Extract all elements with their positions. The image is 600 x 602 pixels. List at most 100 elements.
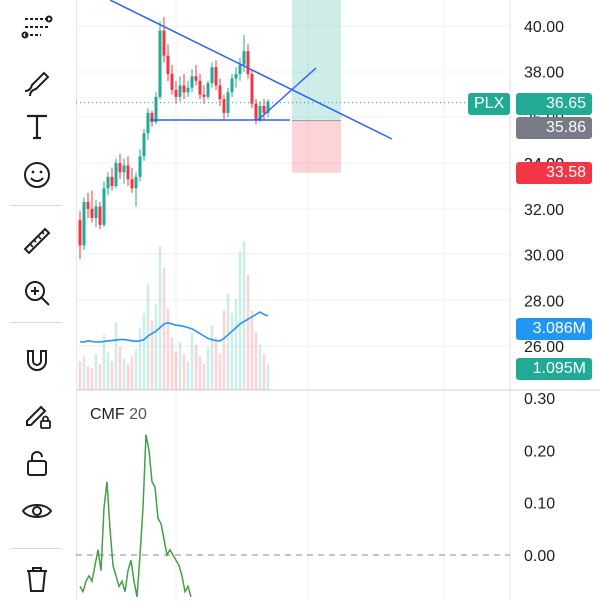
magnet-tool[interactable] <box>14 338 60 384</box>
candle-body <box>174 89 178 97</box>
drawings-layer[interactable] <box>292 0 341 173</box>
volume-bar <box>82 356 86 390</box>
volume-bar <box>86 366 90 390</box>
volume-bar <box>102 334 106 390</box>
magnet-icon <box>27 350 47 371</box>
volume-bar <box>186 361 190 390</box>
volume-bar <box>182 354 186 390</box>
volume-bar <box>78 361 82 390</box>
volume-bar <box>150 320 154 390</box>
descending-trendline <box>109 0 393 140</box>
eye-tool[interactable] <box>14 488 60 534</box>
toolbar-separator <box>10 205 62 206</box>
volume-bar <box>98 363 102 390</box>
volume-bar <box>234 298 238 390</box>
candle-body <box>142 133 146 157</box>
candle-body <box>122 165 126 173</box>
candle-body <box>182 85 186 93</box>
volume-bar <box>202 363 206 390</box>
price-tick-label: 28.00 <box>524 293 564 310</box>
candle-body <box>202 94 206 97</box>
candle-body <box>258 105 262 120</box>
candle-body <box>234 73 238 79</box>
candle-body <box>210 67 214 84</box>
zoom-in-tool[interactable] <box>14 270 60 316</box>
candle-body <box>86 201 90 209</box>
volume-bar <box>226 294 230 390</box>
volume-ma-line <box>80 311 269 343</box>
candle-body <box>78 220 82 246</box>
volume-bar <box>206 346 210 390</box>
candle-body <box>110 176 114 186</box>
candle-body <box>262 105 266 113</box>
cmf-legend[interactable]: CMF 20 <box>90 406 147 424</box>
volume-bar <box>142 313 146 390</box>
candle-body <box>102 188 106 225</box>
volume-bar <box>166 308 170 390</box>
unlock-tool[interactable] <box>14 440 60 486</box>
entry-price-label: 35.86 <box>516 117 592 139</box>
cmf-length: 20 <box>129 406 147 423</box>
emoji-tool[interactable] <box>14 152 60 198</box>
ruler-tool[interactable] <box>14 218 60 264</box>
volume-bar <box>154 303 158 390</box>
candle-body <box>254 103 258 120</box>
candle-body <box>166 55 170 74</box>
volume-bar <box>178 342 182 390</box>
volume-bar <box>126 363 130 390</box>
volume-bar <box>230 313 234 390</box>
zoom-in-icon <box>25 281 50 306</box>
volume-bar <box>198 356 202 390</box>
candle-body <box>170 73 174 90</box>
candle-body <box>238 64 242 74</box>
volume-bar <box>238 250 242 390</box>
candle-body <box>94 206 98 218</box>
emoji-icon <box>24 162 50 188</box>
volume-bar <box>242 241 246 390</box>
lock-drawings-icon <box>26 405 51 429</box>
volume-bar <box>194 344 198 390</box>
volume-bar <box>250 310 254 390</box>
price-tick-label: 40.00 <box>524 19 564 36</box>
candle-body <box>106 176 110 189</box>
trend-lines[interactable] <box>76 0 510 140</box>
price-axis[interactable]: 40.0038.0036.0034.0032.0030.0028.0026.00… <box>524 19 564 565</box>
candle-body <box>118 163 122 173</box>
lock-drawings-tool[interactable] <box>14 392 60 438</box>
volume-bar <box>258 344 262 390</box>
volume-bar <box>118 346 122 390</box>
unlock-icon <box>27 451 47 476</box>
symbol-label: PLX <box>468 93 511 115</box>
candle-body <box>146 112 150 134</box>
candle-body <box>90 208 94 218</box>
stop-zone <box>292 120 341 173</box>
volume-bar <box>254 332 258 390</box>
candle-body <box>198 80 202 95</box>
brush-tool[interactable] <box>14 58 60 104</box>
volume-bar <box>146 284 150 390</box>
stop-price-label: 33.58 <box>516 162 592 184</box>
trend-line-tool[interactable] <box>14 4 60 50</box>
candle-body <box>150 112 154 122</box>
volume-bar <box>110 361 114 390</box>
trash-tool[interactable] <box>14 556 60 602</box>
cmf-name: CMF <box>90 406 125 423</box>
candle-body <box>214 67 218 86</box>
text-tool-tool[interactable] <box>14 104 60 150</box>
candle-body <box>178 85 182 97</box>
candle-body <box>158 30 162 97</box>
candle-body <box>130 179 134 189</box>
volume-bar <box>170 337 174 390</box>
volume-bar <box>174 351 178 390</box>
candle-body <box>126 165 130 180</box>
price-tick-label: 32.00 <box>524 202 564 219</box>
volume-bar <box>90 368 94 390</box>
cmf-line <box>79 434 192 598</box>
volume-bar <box>122 358 126 390</box>
cmf-tick-label: 0.20 <box>524 443 555 460</box>
brush-icon <box>24 71 50 97</box>
breakout-line <box>257 67 317 121</box>
volume-bar <box>158 246 162 390</box>
volume-bar <box>114 322 118 390</box>
